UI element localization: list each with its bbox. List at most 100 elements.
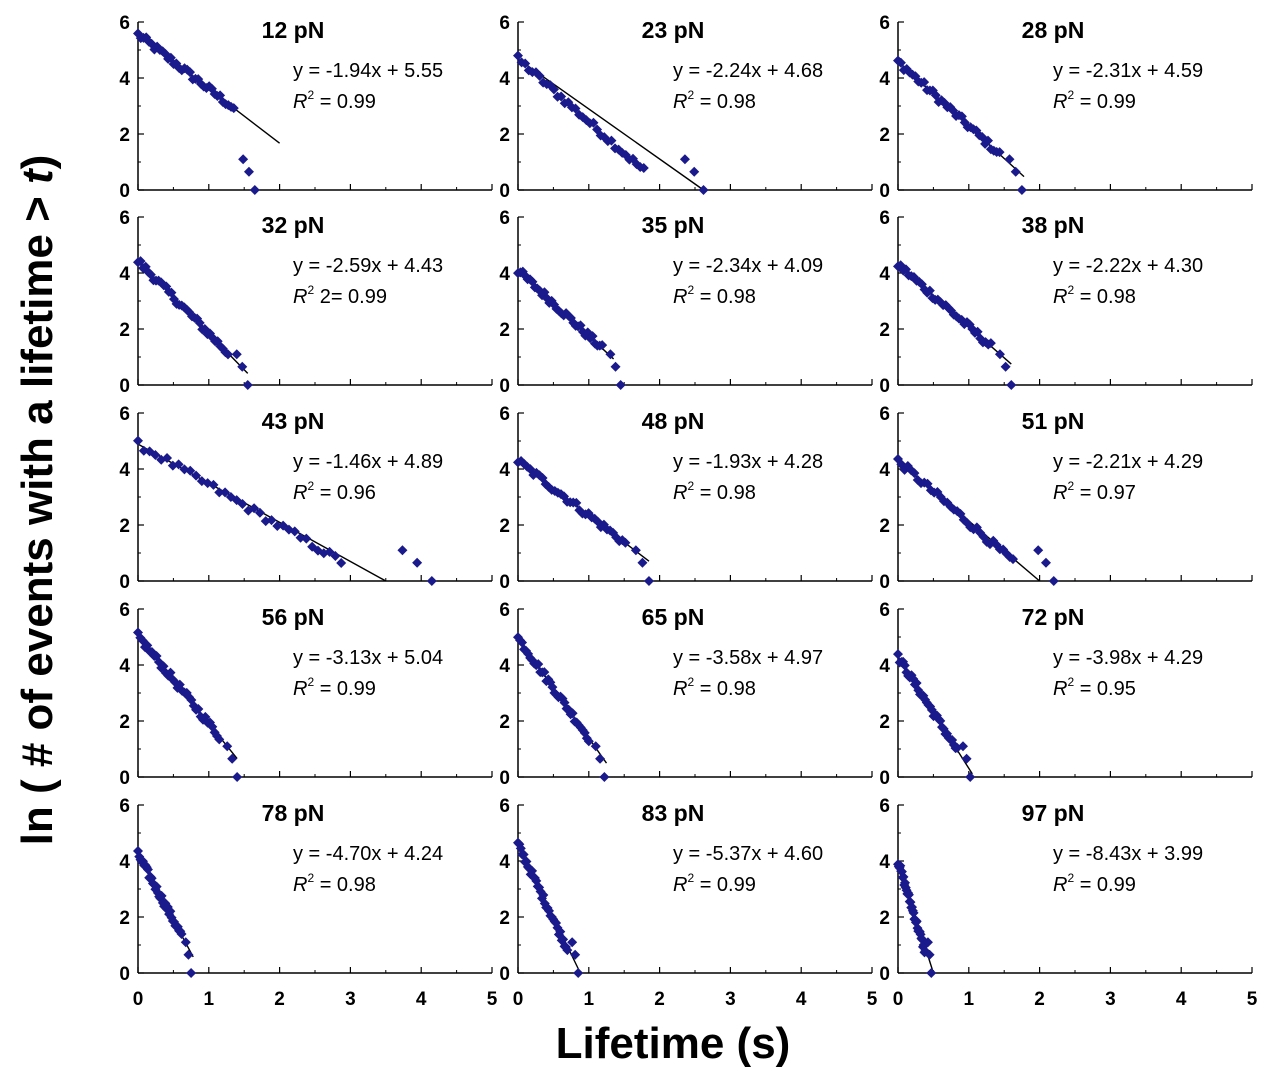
x-tick-label: 0 [513, 989, 524, 1010]
r-squared: R2 = 0.99 [673, 871, 756, 896]
y-tick-label: 4 [499, 69, 510, 90]
y-tick-label: 4 [499, 264, 510, 285]
panel-1: 0 2 4 6 12 pN y = -1.94x + 5.55 R2 = 0.99 [119, 13, 493, 202]
panel-9: 0 2 4 6 51 pN y = -2.21x + 4.29 R2 = 0.97 [879, 404, 1253, 593]
r-squared: R2 = 0.99 [293, 675, 376, 700]
fit-equation: y = -8.43x + 3.99 [1053, 843, 1203, 865]
y-tick-label: 4 [119, 852, 130, 873]
data-point [186, 968, 197, 978]
data-point [249, 185, 260, 195]
fit-equation: y = -2.34x + 4.09 [673, 255, 823, 277]
y-tick-label: 4 [119, 264, 130, 285]
y-tick-label: 6 [879, 796, 890, 817]
data-point [1004, 154, 1015, 165]
y-tick-label: 4 [879, 460, 890, 481]
y-tick-label: 2 [499, 712, 510, 733]
x-tick-label: 3 [345, 989, 356, 1010]
data-point [266, 515, 277, 526]
data-point [588, 117, 599, 128]
r-squared: R2 = 0.98 [293, 871, 376, 896]
y-tick-label: 0 [119, 768, 130, 789]
data-point [643, 576, 654, 586]
y-tick-label: 6 [879, 600, 890, 621]
panel-3: 0 2 4 6 28 pN y = -2.31x + 4.59 R2 = 0.99 [879, 13, 1253, 202]
y-tick-label: 4 [879, 852, 890, 873]
y-tick-label: 2 [879, 320, 890, 341]
x-tick-label: 5 [867, 989, 878, 1010]
y-tick-label: 0 [119, 572, 130, 593]
data-point [961, 753, 972, 764]
data-point [237, 498, 248, 509]
data-point [180, 937, 191, 948]
data-point [289, 526, 300, 537]
y-tick-label: 0 [879, 181, 890, 202]
x-tick-label: 4 [1176, 989, 1187, 1010]
y-tick-label: 0 [879, 768, 890, 789]
fit-equation: y = -2.24x + 4.68 [673, 60, 823, 82]
data-point [222, 349, 233, 360]
x-tick-label: 2 [654, 989, 665, 1010]
data-point [698, 185, 709, 195]
data-point [232, 772, 243, 782]
y-tick-label: 2 [499, 516, 510, 537]
y-tick-label: 6 [499, 796, 510, 817]
y-tick-label: 0 [499, 964, 510, 985]
data-point [610, 361, 621, 372]
data-point [994, 349, 1005, 360]
y-tick-label: 6 [119, 796, 130, 817]
y-tick-label: 4 [499, 656, 510, 677]
y-axis-title-suffix: ) [13, 155, 62, 170]
y-tick-label: 4 [119, 69, 130, 90]
panel-title: 38 pN [1022, 212, 1085, 238]
y-tick-label: 2 [499, 908, 510, 929]
data-point [689, 166, 700, 177]
data-point [909, 468, 920, 479]
fit-equation: y = -3.98x + 4.29 [1053, 647, 1203, 669]
data-point [185, 465, 196, 476]
data-point [520, 58, 531, 69]
x-axis-title: Lifetime (s) [556, 1019, 791, 1068]
r-squared: R2 = 0.99 [1053, 871, 1136, 896]
y-tick-label: 0 [879, 572, 890, 593]
panel-title: 43 pN [262, 408, 325, 434]
data-point [679, 154, 690, 165]
data-point [513, 50, 523, 61]
data-point [630, 545, 641, 556]
data-point [156, 890, 167, 901]
data-point [138, 445, 149, 456]
y-tick-label: 4 [119, 656, 130, 677]
data-point [1033, 545, 1044, 556]
data-point [567, 937, 578, 948]
data-point [162, 453, 173, 464]
panel-title: 78 pN [262, 800, 325, 826]
y-tick-label: 4 [119, 460, 130, 481]
r-squared: R2 = 0.98 [673, 283, 756, 308]
x-tick-label: 3 [725, 989, 736, 1010]
data-point [548, 84, 559, 95]
panel-4: 0 2 4 6 32 pN y = -2.59x + 4.43 R2 2= 0.99 [119, 208, 493, 397]
data-point [908, 907, 919, 918]
data-point [1016, 185, 1027, 195]
x-tick-label: 1 [584, 989, 595, 1010]
panel-title: 56 pN [262, 604, 325, 630]
x-tick-label: 0 [133, 989, 144, 1010]
x-tick-label: 3 [1105, 989, 1116, 1010]
x-tick-label: 5 [487, 989, 498, 1010]
x-tick-label: 1 [204, 989, 215, 1010]
y-tick-label: 6 [119, 600, 130, 621]
data-point [567, 708, 578, 719]
data-point [595, 753, 606, 764]
y-tick-label: 0 [879, 376, 890, 397]
y-tick-label: 0 [499, 181, 510, 202]
y-tick-label: 2 [879, 908, 890, 929]
data-point [606, 135, 617, 146]
r-squared: R2 = 0.95 [1053, 675, 1136, 700]
panel-title: 65 pN [642, 604, 705, 630]
fit-equation: y = -5.37x + 4.60 [673, 843, 823, 865]
data-point [412, 557, 423, 568]
y-tick-label: 0 [499, 376, 510, 397]
x-tick-label: 1 [964, 989, 975, 1010]
panel-title: 48 pN [642, 408, 705, 434]
y-tick-label: 2 [879, 125, 890, 146]
